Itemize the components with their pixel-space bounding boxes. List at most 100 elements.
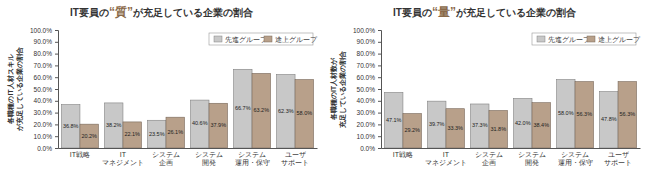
y-tick-mark: [55, 136, 58, 137]
x-tick-label: システム企画: [152, 151, 180, 166]
data-label: 56.3%: [576, 111, 592, 117]
x-tick: IT戦略: [70, 151, 90, 158]
legend-item: 途上グループ: [587, 36, 641, 43]
y-tick-label: 60.0%: [34, 74, 53, 81]
y-tick-mark: [55, 124, 58, 125]
y-tick: 20.0%: [34, 121, 58, 128]
x-tick-label: システム運用・保守: [558, 151, 593, 166]
data-label: 33.3%: [447, 125, 463, 131]
x-tick-label: ユーザサポート: [281, 151, 309, 167]
data-label: 38.2%: [106, 122, 122, 128]
legend-swatch: [264, 36, 272, 42]
data-label: 62.3%: [278, 108, 294, 114]
bar: [295, 80, 314, 148]
y-tick-mark: [55, 65, 58, 66]
data-label: 40.6%: [192, 120, 208, 126]
x-tick-label: ITマネジメント: [425, 151, 467, 166]
bar: [489, 110, 508, 148]
data-label: 47.8%: [601, 116, 617, 122]
data-label: 36.8%: [63, 123, 79, 129]
x-tick: システム開発: [518, 151, 546, 166]
data-label: 37.3%: [472, 122, 488, 128]
y-tick: 60.0%: [357, 74, 381, 81]
bar: [123, 122, 142, 148]
y-tick: 50.0%: [34, 86, 58, 93]
bar: [600, 92, 619, 148]
x-tick-label: システム運用・保守: [235, 151, 270, 166]
x-tick: システム企画: [475, 151, 503, 166]
y-tick-mark: [55, 54, 58, 55]
y-tick-label: 20.0%: [357, 121, 376, 128]
y-tick: 40.0%: [357, 97, 381, 104]
x-tick-label: ITマネジメント: [102, 151, 144, 166]
y-tick-mark: [378, 148, 381, 149]
y-axis: 0.0%10.0%20.0%30.0%40.0%50.0%60.0%70.0%8…: [353, 27, 382, 152]
y-tick-label: 50.0%: [357, 86, 376, 93]
data-label: 47.1%: [386, 117, 402, 123]
y-tick: 40.0%: [34, 97, 58, 104]
y-tick: 60.0%: [34, 74, 58, 81]
legend-swatch: [214, 36, 222, 42]
y-tick: 70.0%: [357, 62, 381, 69]
y-tick-label: 100.0%: [30, 27, 52, 34]
bar: [252, 73, 271, 148]
x-tick-label: システム企画: [475, 151, 503, 166]
data-label: 38.4%: [533, 122, 549, 128]
x-tick-label: IT戦略: [70, 151, 90, 158]
y-tick-label: 0.0%: [37, 145, 52, 152]
bar: [470, 104, 489, 148]
y-tick: 10.0%: [34, 133, 58, 140]
bar: [80, 124, 99, 148]
y-tick-mark: [378, 65, 381, 66]
x-tick-label: IT戦略: [393, 151, 413, 158]
data-label: 23.5%: [149, 131, 165, 137]
legend-item: 途上グループ: [264, 36, 318, 43]
bar: [61, 105, 80, 148]
y-tick-label: 90.0%: [357, 38, 376, 45]
y-tick-label: 80.0%: [357, 50, 376, 57]
bar: [234, 69, 253, 148]
y-tick-mark: [55, 113, 58, 114]
bar: [427, 101, 446, 148]
data-label: 20.2%: [81, 133, 97, 139]
x-tick-label: ユーザサポート: [604, 151, 632, 167]
y-tick-mark: [378, 77, 381, 78]
y-tick: 30.0%: [34, 109, 58, 116]
y-tick-mark: [378, 54, 381, 55]
y-tick: 100.0%: [353, 27, 381, 34]
x-axis: IT戦略 ITマネジメントシステム企画システム開発システム運用・保守ユーザサポート: [382, 149, 641, 168]
y-tick-mark: [378, 124, 381, 125]
y-tick-label: 10.0%: [34, 133, 53, 140]
x-tick: システム運用・保守: [235, 151, 270, 166]
y-tick-label: 10.0%: [357, 133, 376, 140]
bar: [403, 114, 422, 148]
data-label: 26.1%: [167, 129, 183, 135]
y-tick: 30.0%: [357, 109, 381, 116]
data-label: 22.1%: [124, 131, 140, 137]
y-axis-title: 各職種のIT人材スキルが充足している企業の割合: [6, 47, 24, 132]
bars: [384, 80, 636, 148]
legend-label: 先進グループ: [225, 36, 268, 43]
y-tick-label: 80.0%: [34, 50, 53, 57]
bar: [191, 100, 210, 148]
data-label: 29.2%: [404, 127, 420, 133]
bar: [446, 109, 465, 148]
y-tick-label: 70.0%: [357, 62, 376, 69]
bar: [532, 103, 551, 148]
x-tick: ユーザサポート: [604, 151, 632, 167]
y-tick-mark: [378, 42, 381, 43]
x-tick: ユーザサポート: [281, 151, 309, 167]
data-label: 31.8%: [490, 126, 506, 132]
x-axis-line: [59, 148, 318, 149]
bar: [104, 103, 123, 148]
bar: [166, 117, 185, 148]
y-tick-label: 40.0%: [34, 97, 53, 104]
chart-title: IT要員の“質”が充足している企業の割合: [70, 5, 254, 19]
x-tick: ITマネジメント: [425, 151, 467, 166]
y-tick-mark: [55, 30, 58, 31]
data-label: 37.9%: [210, 122, 226, 128]
data-label: 56.3%: [620, 111, 636, 117]
y-tick-label: 100.0%: [353, 27, 375, 34]
y-tick: 10.0%: [357, 133, 381, 140]
y-tick-mark: [55, 148, 58, 149]
